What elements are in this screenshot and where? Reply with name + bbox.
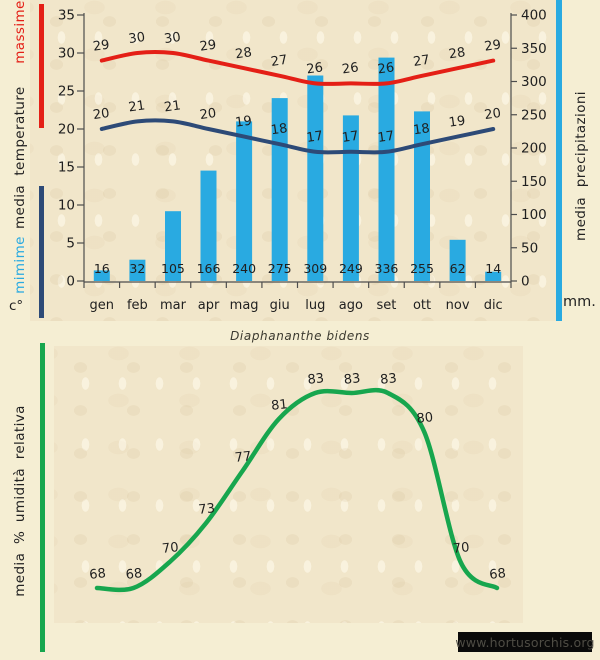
svg-text:336: 336 bbox=[375, 261, 399, 276]
svg-text:240: 240 bbox=[232, 261, 256, 276]
svg-text:70: 70 bbox=[161, 540, 179, 557]
massime-axis-color-bar bbox=[39, 4, 44, 128]
svg-text:mag: mag bbox=[230, 298, 259, 313]
svg-text:50: 50 bbox=[521, 240, 538, 256]
svg-text:70: 70 bbox=[452, 540, 470, 557]
svg-text:27: 27 bbox=[412, 53, 430, 70]
svg-text:68: 68 bbox=[125, 566, 143, 583]
svg-text:83: 83 bbox=[380, 371, 398, 388]
massime-line bbox=[99, 50, 496, 86]
svg-text:275: 275 bbox=[268, 261, 292, 276]
svg-text:ago: ago bbox=[339, 298, 363, 313]
svg-text:30: 30 bbox=[163, 30, 181, 47]
svg-text:35: 35 bbox=[58, 8, 75, 24]
celsius-unit-label: c° bbox=[9, 298, 24, 314]
svg-text:0: 0 bbox=[521, 274, 530, 290]
svg-text:83: 83 bbox=[343, 371, 361, 388]
temperature-precipitation-panel bbox=[30, 0, 557, 321]
svg-text:19: 19 bbox=[448, 114, 466, 131]
humidity-labels: 68 68 70 73 77 81 83 83 83 80 70 68 bbox=[89, 371, 507, 583]
svg-text:250: 250 bbox=[521, 107, 547, 123]
svg-text:166: 166 bbox=[197, 261, 221, 276]
svg-text:0: 0 bbox=[66, 274, 75, 290]
svg-text:27: 27 bbox=[270, 53, 288, 70]
svg-text:105: 105 bbox=[161, 261, 185, 276]
svg-text:200: 200 bbox=[521, 141, 547, 157]
svg-text:gen: gen bbox=[90, 298, 115, 313]
svg-text:20: 20 bbox=[483, 106, 501, 123]
svg-text:18: 18 bbox=[270, 121, 288, 138]
svg-text:17: 17 bbox=[377, 129, 395, 146]
svg-text:255: 255 bbox=[410, 261, 434, 276]
svg-text:68: 68 bbox=[489, 566, 507, 583]
svg-text:mar: mar bbox=[160, 298, 187, 313]
svg-text:30: 30 bbox=[58, 46, 75, 62]
mimime-labels: 20 21 21 20 19 18 17 17 17 18 19 20 bbox=[92, 98, 502, 146]
svg-text:68: 68 bbox=[89, 566, 107, 583]
mimime-axis-color-bar bbox=[39, 186, 44, 318]
month-labels: gen feb mar apr mag giu lug ago set ott nov dic bbox=[90, 298, 503, 313]
svg-text:100: 100 bbox=[521, 207, 547, 223]
precipitation-axis-color-bar bbox=[556, 0, 562, 321]
svg-text:300: 300 bbox=[521, 74, 547, 90]
species-title: Diaphananthe bidens bbox=[230, 329, 370, 343]
svg-text:20: 20 bbox=[199, 106, 217, 123]
svg-text:62: 62 bbox=[450, 261, 466, 276]
svg-text:77: 77 bbox=[234, 449, 252, 466]
svg-text:81: 81 bbox=[270, 397, 288, 414]
svg-text:17: 17 bbox=[341, 129, 359, 146]
svg-text:giu: giu bbox=[270, 298, 290, 313]
svg-text:dic: dic bbox=[484, 298, 503, 313]
svg-text:19: 19 bbox=[234, 114, 252, 131]
svg-text:29: 29 bbox=[92, 38, 110, 55]
svg-text:feb: feb bbox=[127, 298, 148, 313]
humidity-panel bbox=[54, 346, 523, 623]
svg-text:16: 16 bbox=[94, 261, 110, 276]
watermark: www.hortusorchis.org bbox=[455, 632, 594, 652]
svg-text:20: 20 bbox=[92, 106, 110, 123]
svg-text:80: 80 bbox=[416, 410, 434, 427]
svg-text:14: 14 bbox=[485, 261, 501, 276]
svg-text:350: 350 bbox=[521, 41, 547, 57]
svg-text:400: 400 bbox=[521, 8, 547, 24]
svg-text:10: 10 bbox=[58, 198, 75, 214]
svg-text:309: 309 bbox=[303, 261, 327, 276]
svg-text:28: 28 bbox=[234, 45, 252, 62]
mm-unit-label: mm. bbox=[563, 294, 596, 310]
svg-text:15: 15 bbox=[58, 160, 75, 176]
svg-text:lug: lug bbox=[305, 298, 325, 313]
svg-text:29: 29 bbox=[199, 38, 217, 55]
svg-text:26: 26 bbox=[306, 60, 324, 77]
svg-text:set: set bbox=[377, 298, 397, 313]
svg-text:nov: nov bbox=[446, 298, 470, 313]
svg-text:26: 26 bbox=[341, 60, 359, 77]
svg-text:26: 26 bbox=[377, 60, 395, 77]
massime-labels: 29 30 30 29 28 27 26 26 26 27 28 29 bbox=[92, 30, 502, 78]
svg-text:25: 25 bbox=[58, 84, 75, 100]
precipitation-bars bbox=[93, 57, 502, 282]
svg-text:28: 28 bbox=[448, 45, 466, 62]
precipitation-bar-labels: 16 32 105 166 240 275 309 249 336 255 62 14 bbox=[94, 261, 501, 276]
svg-text:20: 20 bbox=[58, 122, 75, 138]
svg-text:32: 32 bbox=[129, 261, 145, 276]
humidity-line bbox=[94, 387, 500, 593]
humidity-axis-color-bar bbox=[40, 343, 45, 652]
svg-text:73: 73 bbox=[198, 501, 216, 518]
svg-text:apr: apr bbox=[198, 298, 220, 313]
svg-text:30: 30 bbox=[128, 30, 146, 47]
svg-text:150: 150 bbox=[521, 174, 547, 190]
svg-text:21: 21 bbox=[128, 98, 146, 115]
svg-text:ott: ott bbox=[413, 298, 431, 313]
svg-text:249: 249 bbox=[339, 261, 363, 276]
svg-text:5: 5 bbox=[66, 236, 75, 252]
svg-text:83: 83 bbox=[307, 371, 325, 388]
svg-text:29: 29 bbox=[483, 38, 501, 55]
svg-text:21: 21 bbox=[163, 98, 181, 115]
svg-text:17: 17 bbox=[306, 129, 324, 146]
svg-text:18: 18 bbox=[412, 121, 430, 138]
mimime-line bbox=[99, 118, 496, 155]
